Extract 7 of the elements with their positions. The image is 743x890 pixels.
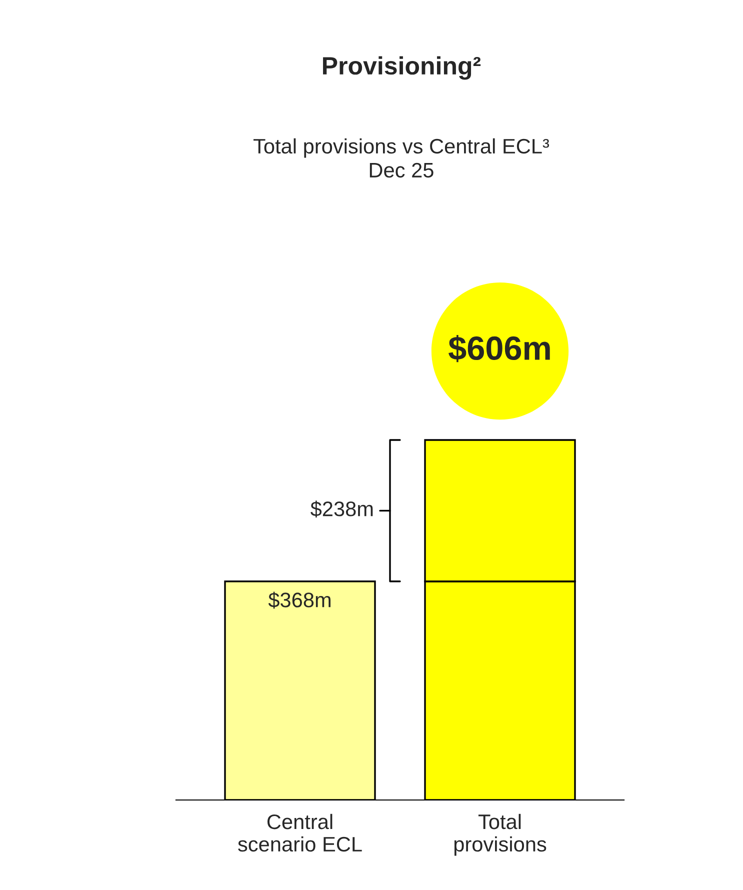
x-tick-label: Central scenario ECL	[238, 814, 362, 852]
data-label: $368m	[268, 592, 330, 609]
x-tick-label: Total provisions	[454, 814, 546, 856]
chart-title: Provisioning²	[323, 56, 481, 80]
text: $606m	[448, 334, 550, 362]
chart-subtitle: Total provisions vs Central ECL³ Dec 25	[253, 138, 550, 178]
annotation: $238m	[310, 500, 373, 518]
